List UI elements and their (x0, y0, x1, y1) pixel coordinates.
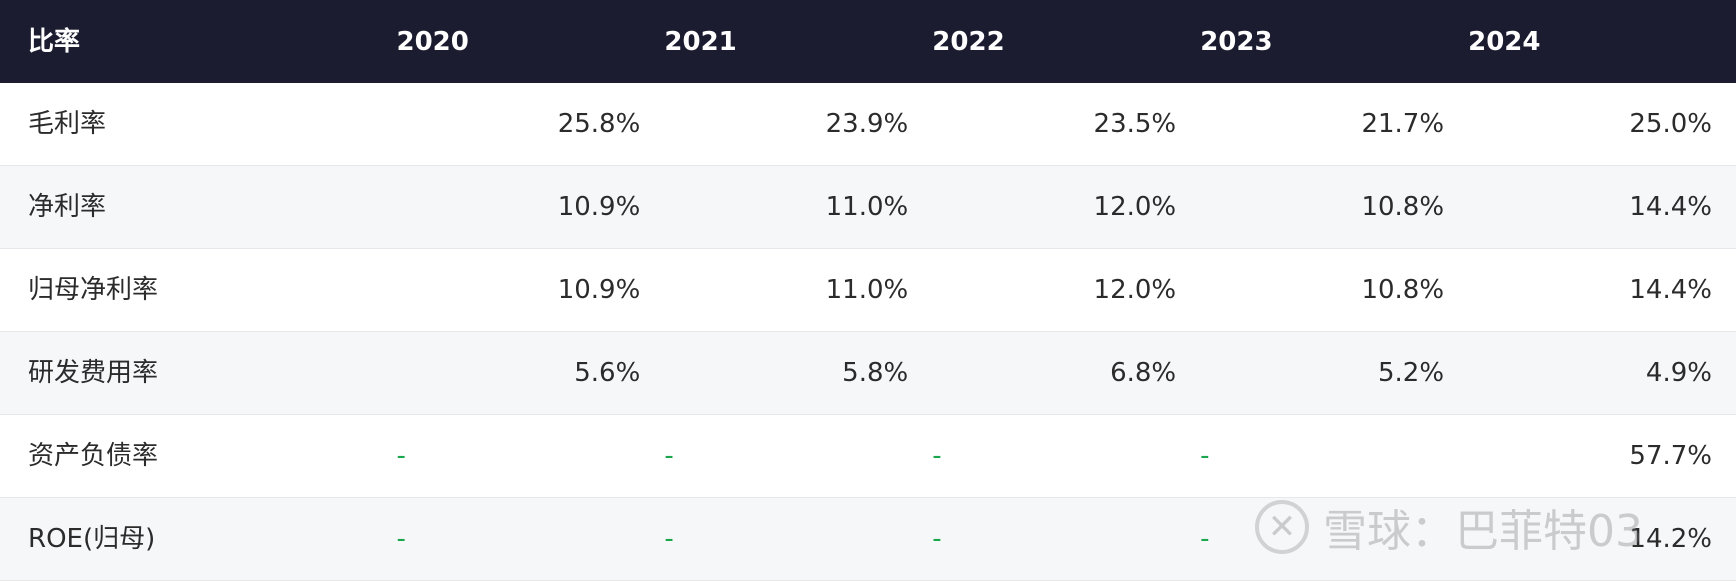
cell-empty-dash: - (396, 441, 406, 471)
cell-value: 25.8% (557, 109, 641, 139)
cell-value: 10.9% (557, 275, 641, 305)
cell-value: 6.8% (1110, 358, 1177, 388)
cell-value: 12.0% (1093, 192, 1177, 222)
table-row: 归母净利率 10.9% 11.0% 12.0% 10.8% 14.4% (0, 249, 1736, 332)
cell-empty-dash: - (932, 441, 942, 471)
cell-value: 14.4% (1629, 275, 1712, 305)
cell-value: 11.0% (825, 275, 909, 305)
cell-empty-dash: - (1200, 524, 1210, 554)
cell-empty-dash: - (932, 524, 942, 554)
row-label: 毛利率 (28, 109, 107, 139)
row-label: ROE(归母) (28, 524, 156, 554)
table-header-row: 比率 2020 2021 2022 2023 2024 (0, 0, 1736, 83)
cell-value: 10.9% (557, 192, 641, 222)
cell-value: 10.8% (1361, 275, 1445, 305)
cell-empty-dash: - (664, 524, 674, 554)
header-label: 比率 (28, 26, 81, 57)
header-year-2020: 2020 (396, 26, 469, 57)
cell-value: 21.7% (1361, 109, 1445, 139)
cell-value: 14.2% (1629, 524, 1713, 554)
row-label: 归母净利率 (28, 275, 159, 305)
cell-empty-dash: - (396, 524, 406, 554)
cell-value: 5.2% (1378, 358, 1445, 388)
cell-value: 57.7% (1629, 441, 1713, 471)
table-row: 净利率 10.9% 11.0% 12.0% 10.8% 14.4% (0, 166, 1736, 249)
cell-value: 23.9% (825, 109, 909, 139)
row-label: 研发费用率 (28, 358, 159, 388)
row-label: 净利率 (28, 192, 107, 222)
cell-value: 5.8% (842, 358, 909, 388)
table-row: 研发费用率 5.6% 5.8% 6.8% 5.2% 4.9% (0, 332, 1736, 415)
xueqiu-logo-icon: ✕ (1255, 500, 1309, 554)
cell-value: 25.0% (1629, 109, 1712, 139)
cell-value: 11.0% (825, 192, 909, 222)
header-year-2024: 2024 (1468, 26, 1541, 57)
cell-empty-dash: - (664, 441, 674, 471)
cell-value: 10.8% (1361, 192, 1445, 222)
table-row: ROE(归母) - - - - 14.2% (0, 498, 1736, 581)
cell-value: 4.9% (1645, 358, 1712, 388)
cell-value: 12.0% (1093, 275, 1177, 305)
header-year-2022: 2022 (932, 26, 1005, 57)
cell-value: 23.5% (1093, 109, 1177, 139)
cell-empty-dash: - (1200, 441, 1210, 471)
watermark-text: 雪球：巴菲特03 (1323, 506, 1643, 557)
table-row: 资产负债率 - - - - 57.7% (0, 415, 1736, 498)
watermark: ✕ 雪球：巴菲特03 (1255, 495, 1643, 559)
row-label: 资产负债率 (28, 441, 159, 471)
header-year-2021: 2021 (664, 26, 737, 57)
cell-value: 14.4% (1629, 192, 1712, 222)
cell-value: 5.6% (574, 358, 641, 388)
table-row: 毛利率 25.8% 23.9% 23.5% 21.7% 25.0% (0, 83, 1736, 166)
header-year-2023: 2023 (1200, 26, 1273, 57)
